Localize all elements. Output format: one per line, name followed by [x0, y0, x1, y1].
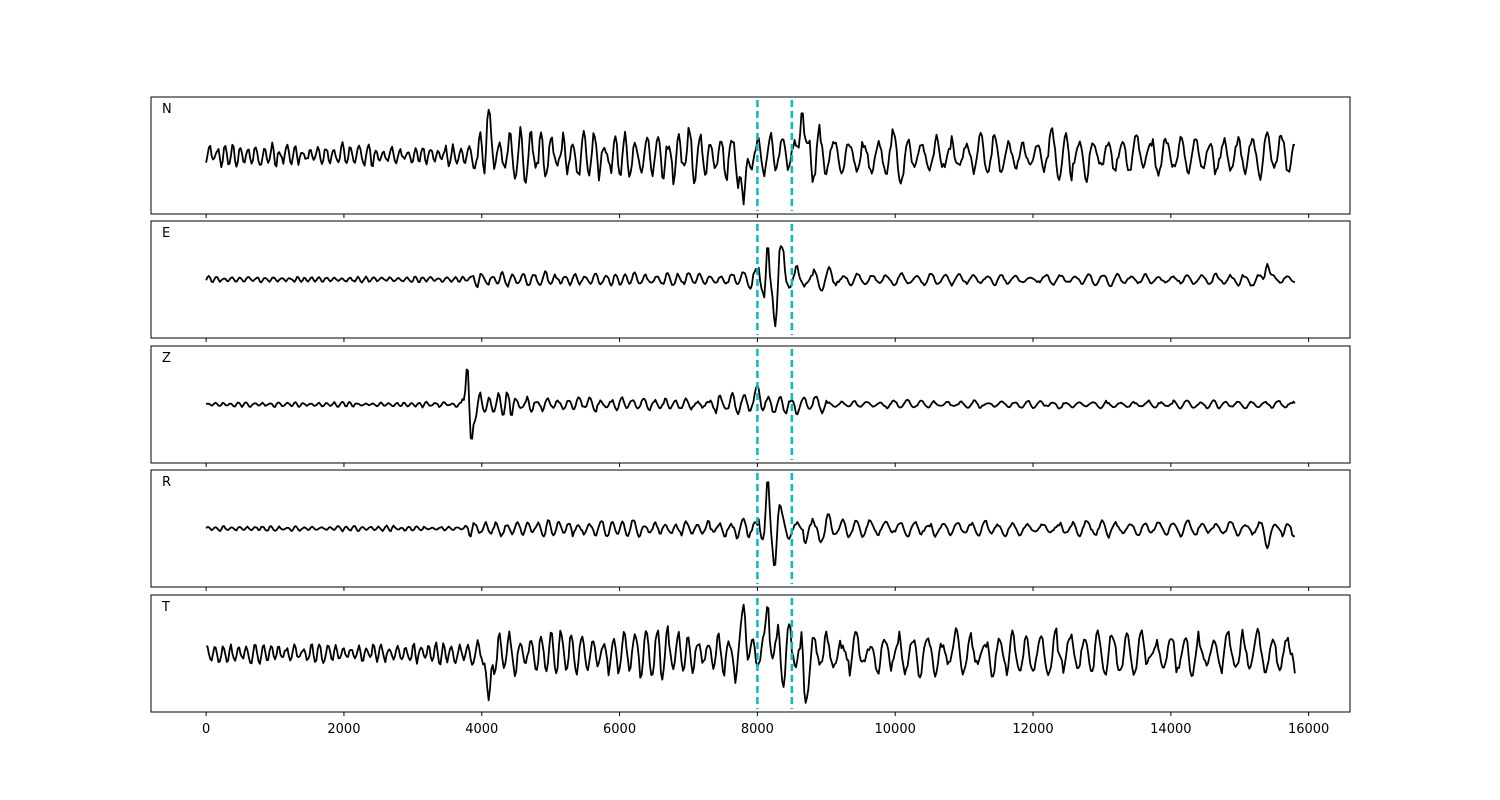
panel-label-e: E — [162, 226, 170, 241]
trace-panel-e: E — [150, 220, 1351, 342]
panel-frame — [150, 96, 1351, 215]
panel-frame — [150, 220, 1351, 339]
panel-frame — [150, 345, 1351, 464]
x-tick-label: 10000 — [875, 722, 916, 737]
waveform-line-r — [205, 481, 1296, 567]
trace-panel-n: N — [150, 96, 1351, 218]
x-tick-label: 4000 — [465, 722, 498, 737]
panel-label-r: R — [162, 475, 171, 490]
panel-label-n: N — [162, 102, 172, 117]
x-tick-label: 2000 — [327, 722, 360, 737]
trace-panel-t: T — [150, 594, 1351, 716]
x-tick-label: 0 — [202, 722, 210, 737]
panel-label-z: Z — [162, 351, 171, 366]
panel-label-t: T — [161, 600, 170, 615]
x-tick-label: 12000 — [1012, 722, 1053, 737]
waveform-line-t — [206, 603, 1296, 704]
x-tick-label: 8000 — [741, 722, 774, 737]
x-tick-label: 14000 — [1150, 722, 1191, 737]
x-tick-label: 6000 — [603, 722, 636, 737]
x-axis: 0 2000 4000 6000 8000 10000 12000 14000 16000 — [202, 722, 1329, 737]
trace-panel-z: Z — [150, 345, 1351, 467]
trace-panel-r: R — [150, 469, 1351, 591]
panel-frame — [150, 469, 1351, 588]
trace-panels: N E Z R T — [150, 96, 1351, 716]
x-tick-label: 16000 — [1288, 722, 1329, 737]
waveform-line-z — [205, 368, 1296, 440]
waveform-line-n — [205, 108, 1296, 206]
waveform-line-e — [205, 245, 1296, 328]
panel-frame — [150, 594, 1351, 713]
